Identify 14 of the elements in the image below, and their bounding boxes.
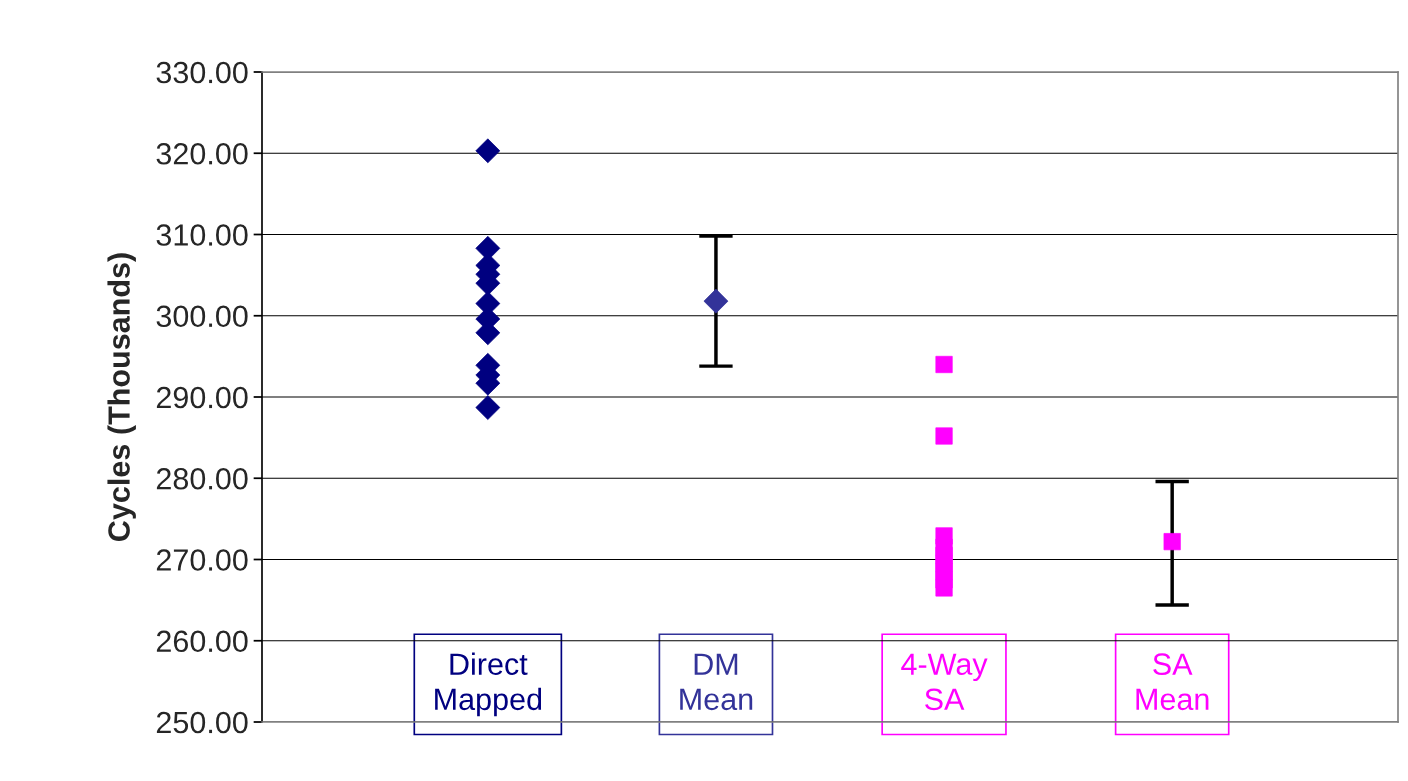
y-tick-label: 250.00 [156,711,248,734]
y-tick-label: 280.00 [156,467,248,490]
y-tick-label: 270.00 [156,549,248,571]
y-tick-label: 320.00 [156,142,248,165]
x-tick-label: DM Mean [680,653,753,711]
x-tick-label: SA Mean [1136,653,1209,711]
x-tick-label: Direct Mapped [435,652,542,717]
y-tick-label: 300.00 [156,305,248,328]
y-axis-title: Cycles (Thousands) [107,253,136,541]
x-tick-label: 4-Way SA [901,653,988,711]
y-tick-label: 330.00 [156,61,248,84]
y-tick-label: 260.00 [156,630,248,653]
y-tick-label: 310.00 [156,224,248,246]
y-tick-label: 290.00 [156,386,248,409]
